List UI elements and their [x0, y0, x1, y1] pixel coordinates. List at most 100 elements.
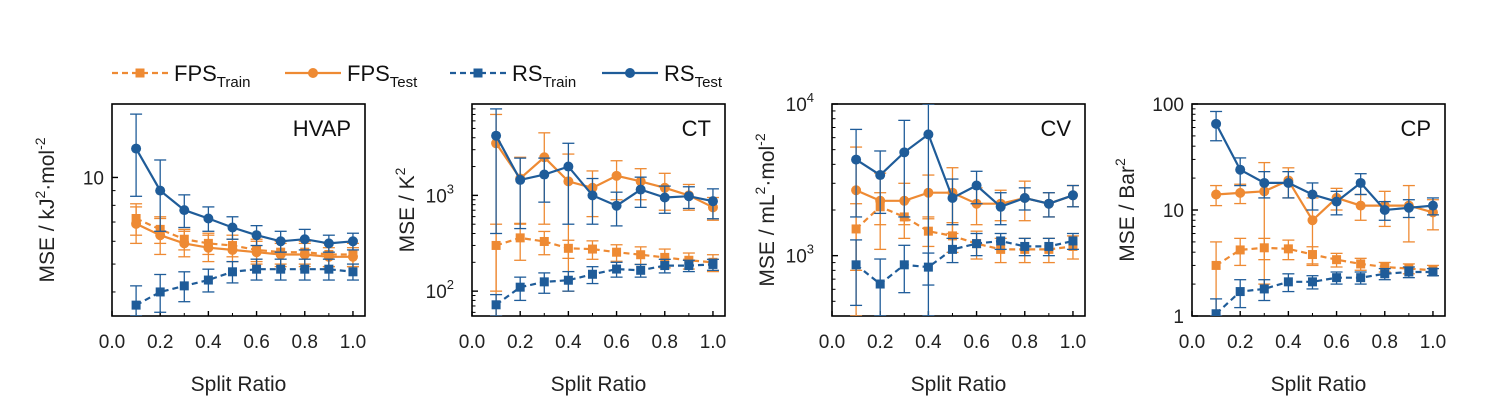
- data-point: [1211, 118, 1222, 129]
- x-tick-label: 0.8: [292, 332, 318, 353]
- data-point: [1332, 255, 1342, 265]
- series-line: [495, 236, 714, 264]
- series-group: [1210, 110, 1439, 316]
- x-tick-label: 0.6: [963, 332, 989, 353]
- data-point: [251, 247, 262, 258]
- x-axis-label: Split Ratio: [191, 373, 287, 396]
- data-point: [899, 260, 909, 270]
- data-point: [1428, 267, 1438, 277]
- data-point: [707, 196, 718, 207]
- y-ticks: 103 104: [786, 90, 838, 302]
- data-point: [708, 259, 718, 269]
- x-ticks: 0.0 0.2 0.4 0.6 0.8 1.0: [99, 311, 366, 353]
- x-tick-label: 0.4: [195, 332, 222, 353]
- data-point: [1427, 200, 1438, 211]
- data-point: [971, 180, 982, 191]
- data-point: [1331, 196, 1342, 207]
- y-tick-label: 104: [786, 90, 814, 116]
- x-tick-label: 0.2: [1227, 332, 1253, 353]
- data-point: [155, 185, 166, 196]
- y-tick-label: 10: [83, 168, 104, 189]
- series-rs-test: [130, 113, 359, 253]
- data-point: [947, 231, 957, 241]
- x-ticks: 0.0 0.2 0.4 0.6 0.8 1.0: [819, 311, 1086, 353]
- data-point: [660, 252, 670, 262]
- y-axis-label: MSE / kJ2·mol-2: [32, 137, 59, 282]
- data-point: [1044, 241, 1054, 251]
- x-tick-label: 0.0: [819, 332, 845, 353]
- panel-hvap: 0.0 0.2 0.4 0.6 0.8 1.0 10 Split Ratio MSE / kJ2…: [32, 103, 366, 396]
- y-ticks: 102 103: [426, 108, 478, 313]
- data-point: [1403, 202, 1414, 213]
- x-tick-label: 1.0: [1060, 332, 1086, 353]
- data-point: [851, 154, 862, 165]
- series-rs-test: [490, 108, 719, 235]
- y-tick-label: 1: [1173, 307, 1184, 328]
- x-axis-label: Split Ratio: [911, 373, 1007, 396]
- legend-entry-rs-test: RSTest: [602, 61, 723, 91]
- data-point: [1356, 259, 1366, 269]
- data-point: [203, 275, 213, 285]
- data-point: [611, 170, 622, 181]
- data-point: [1380, 269, 1390, 279]
- data-point: [347, 251, 358, 262]
- data-point: [587, 269, 597, 279]
- legend-marker: [473, 68, 483, 78]
- data-point: [299, 234, 310, 245]
- panel-label: CP: [1400, 116, 1431, 141]
- data-point: [324, 264, 334, 274]
- data-point: [1235, 245, 1245, 255]
- y-tick-label: 103: [786, 242, 814, 268]
- data-point: [1043, 198, 1054, 209]
- x-tick-label: 0.8: [652, 332, 678, 353]
- data-point: [923, 129, 934, 140]
- data-point: [563, 161, 574, 172]
- data-point: [299, 249, 310, 260]
- data-point: [491, 300, 501, 310]
- data-point: [203, 242, 214, 253]
- y-axis-label: MSE / K2: [392, 167, 419, 252]
- x-tick-label: 0.8: [1012, 332, 1038, 353]
- x-tick-label: 0.4: [555, 332, 582, 353]
- data-point: [899, 147, 910, 158]
- x-tick-label: 0.8: [1372, 332, 1398, 353]
- series-line: [135, 222, 353, 258]
- series-group: [130, 113, 359, 316]
- data-point: [179, 281, 189, 291]
- data-point: [347, 236, 358, 247]
- data-point: [1332, 273, 1342, 283]
- data-point: [539, 277, 549, 287]
- data-point: [1211, 189, 1222, 200]
- legend-label: RSTest: [664, 61, 723, 91]
- data-point: [1355, 200, 1366, 211]
- legend-marker: [625, 68, 635, 78]
- data-point: [1355, 177, 1366, 188]
- panel-label: CT: [682, 116, 711, 141]
- series-rs-train: [850, 232, 1079, 316]
- y-axis-label: MSE / mL2·mol-2: [752, 133, 779, 286]
- panels: 0.0 0.2 0.4 0.6 0.8 1.0 10 Split Ratio MSE / kJ2…: [32, 90, 1446, 396]
- x-tick-label: 1.0: [340, 332, 366, 353]
- legend-marker: [135, 68, 145, 78]
- data-point: [1283, 277, 1293, 287]
- data-point: [323, 238, 334, 249]
- data-point: [1307, 277, 1317, 287]
- series-rs-test: [1210, 110, 1439, 221]
- data-point: [1259, 177, 1270, 188]
- data-point: [683, 191, 694, 202]
- panel-label: CV: [1040, 116, 1071, 141]
- data-point: [684, 261, 694, 271]
- series-fps-test: [130, 206, 359, 268]
- series-group: [850, 104, 1079, 316]
- y-tick-label: 102: [426, 277, 454, 303]
- data-point: [275, 236, 286, 247]
- data-point: [1235, 164, 1246, 175]
- x-ticks: 0.0 0.2 0.4 0.6 0.8 1.0: [1179, 311, 1446, 353]
- data-point: [203, 213, 214, 224]
- panel-ct: 0.0 0.2 0.4 0.6 0.8 1.0 102 103 Split Ratio MSE /…: [392, 103, 726, 396]
- series-line: [1215, 123, 1434, 212]
- data-point: [1235, 287, 1245, 297]
- data-point: [227, 222, 238, 233]
- legend: FPSTrain FPSTest RSTrain RSTest: [112, 61, 723, 91]
- data-point: [851, 260, 861, 270]
